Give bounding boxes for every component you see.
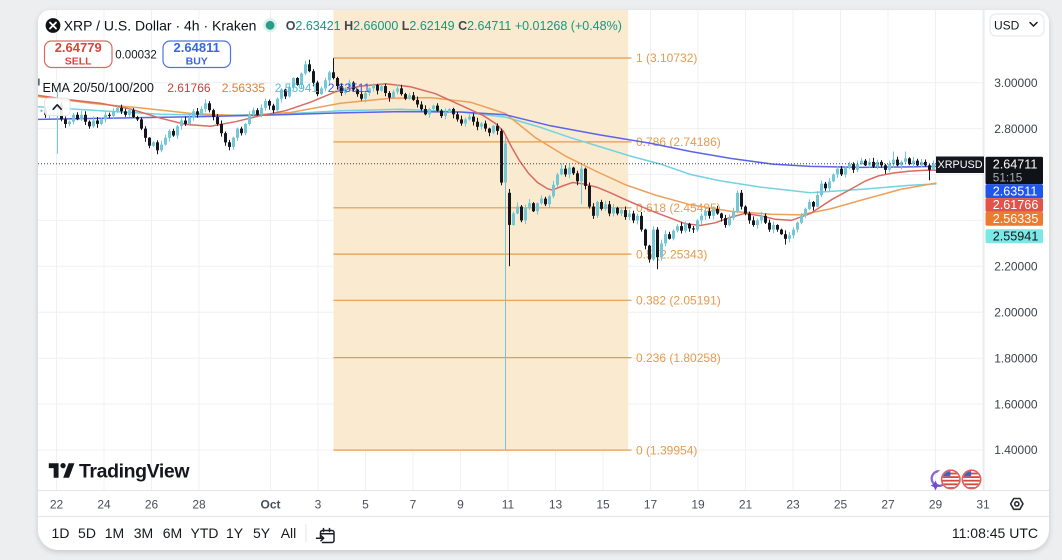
svg-text:2.61766: 2.61766 — [167, 81, 211, 95]
svg-text:9: 9 — [457, 498, 464, 512]
svg-text:2.55941: 2.55941 — [992, 230, 1038, 244]
svg-text:51:15: 51:15 — [992, 170, 1022, 184]
svg-text:1.60000: 1.60000 — [994, 397, 1038, 411]
svg-text:5Y: 5Y — [252, 525, 270, 541]
svg-text:0 (1.39954): 0 (1.39954) — [636, 443, 697, 457]
svg-text:0.236 (1.80258): 0.236 (1.80258) — [636, 351, 721, 365]
svg-text:0.382 (2.05191): 0.382 (2.05191) — [636, 294, 721, 308]
svg-text:1.40000: 1.40000 — [994, 443, 1038, 457]
svg-text:3M: 3M — [133, 525, 152, 541]
svg-text:2.63511: 2.63511 — [992, 184, 1037, 198]
svg-text:EMA 20/50/100/200: EMA 20/50/100/200 — [42, 81, 153, 95]
svg-text:3.00000: 3.00000 — [994, 76, 1038, 90]
svg-text:15: 15 — [596, 498, 610, 512]
svg-text:13: 13 — [548, 498, 562, 512]
svg-text:6M: 6M — [162, 525, 181, 541]
svg-text:2.55941: 2.55941 — [274, 81, 318, 95]
svg-text:25: 25 — [833, 498, 847, 512]
svg-text:XRP / U.S. Dollar · 4h · Krake: XRP / U.S. Dollar · 4h · Kraken — [63, 17, 256, 33]
svg-text:7: 7 — [409, 498, 416, 512]
svg-text:0.786 (2.74186): 0.786 (2.74186) — [636, 135, 721, 149]
svg-text:27: 27 — [881, 498, 895, 512]
svg-text:USD: USD — [994, 18, 1020, 32]
svg-text:2.63511: 2.63511 — [327, 81, 370, 95]
svg-text:TradingView: TradingView — [79, 461, 190, 483]
svg-text:2.64811: 2.64811 — [173, 40, 219, 55]
svg-text:O2.63421 H2.66000 L2.62149 C2.: O2.63421 H2.66000 L2.62149 C2.64711 +0.0… — [285, 19, 621, 33]
svg-text:22: 22 — [49, 498, 63, 512]
svg-text:0.00032: 0.00032 — [115, 49, 157, 61]
svg-text:1M: 1M — [104, 525, 123, 541]
svg-text:2.61766: 2.61766 — [992, 198, 1038, 212]
svg-text:2.80000: 2.80000 — [994, 122, 1038, 136]
svg-text:3: 3 — [314, 498, 321, 512]
svg-text:2.00000: 2.00000 — [994, 305, 1038, 319]
svg-text:2.56335: 2.56335 — [992, 212, 1038, 226]
svg-text:24: 24 — [97, 498, 111, 512]
svg-text:5D: 5D — [78, 525, 96, 541]
svg-text:28: 28 — [192, 498, 206, 512]
svg-text:XRPUSD: XRPUSD — [937, 159, 982, 171]
svg-text:1D: 1D — [51, 525, 69, 541]
svg-text:SELL: SELL — [64, 56, 91, 68]
svg-text:31: 31 — [976, 498, 990, 512]
svg-text:2.64711: 2.64711 — [992, 158, 1037, 172]
svg-text:2.64779: 2.64779 — [54, 40, 101, 55]
svg-text:2.56335: 2.56335 — [221, 81, 265, 95]
svg-text:11: 11 — [501, 498, 514, 512]
svg-text:1Y: 1Y — [225, 525, 243, 541]
svg-text:YTD: YTD — [190, 525, 218, 541]
svg-text:1 (3.10732): 1 (3.10732) — [636, 51, 697, 65]
svg-text:11:08:45 UTC: 11:08:45 UTC — [951, 525, 1037, 541]
svg-text:29: 29 — [928, 498, 942, 512]
svg-text:0.5 (2.25343): 0.5 (2.25343) — [636, 247, 707, 261]
svg-text:19: 19 — [691, 498, 705, 512]
svg-text:17: 17 — [643, 498, 657, 512]
svg-text:23: 23 — [786, 498, 800, 512]
svg-text:Oct: Oct — [260, 498, 280, 512]
svg-text:2.20000: 2.20000 — [994, 260, 1038, 274]
svg-text:All: All — [280, 525, 296, 541]
svg-text:5: 5 — [362, 498, 369, 512]
svg-text:21: 21 — [738, 498, 752, 512]
svg-text:1.80000: 1.80000 — [994, 351, 1038, 365]
svg-text:0.618 (2.45495): 0.618 (2.45495) — [636, 201, 721, 215]
svg-text:26: 26 — [144, 498, 158, 512]
svg-text:BUY: BUY — [185, 56, 207, 68]
